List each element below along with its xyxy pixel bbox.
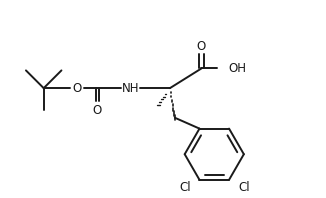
Text: Cl: Cl <box>238 181 250 194</box>
Text: O: O <box>92 104 102 117</box>
Text: O: O <box>197 40 206 53</box>
Text: OH: OH <box>228 62 246 75</box>
Text: Cl: Cl <box>179 181 191 194</box>
Text: NH: NH <box>122 82 139 95</box>
Text: O: O <box>73 82 82 95</box>
